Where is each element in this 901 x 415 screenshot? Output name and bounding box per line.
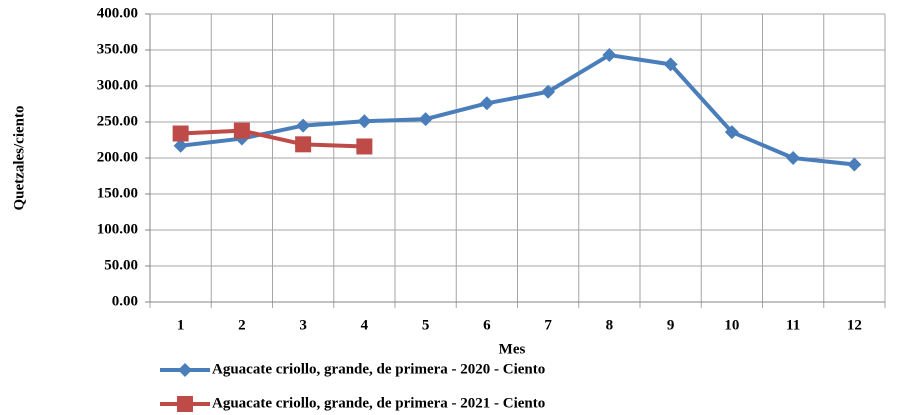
x-tick-label: 9	[667, 317, 675, 333]
legend-marker	[178, 363, 192, 377]
y-tick-label: 300.00	[97, 77, 138, 93]
y-tick-label: 150.00	[97, 185, 138, 201]
y-tick-label: 0.00	[112, 293, 138, 309]
legend-label: Aguacate criollo, grande, de primera - 2…	[212, 395, 545, 411]
marker	[479, 96, 494, 111]
x-axis-title: Mes	[499, 341, 526, 357]
marker	[296, 118, 311, 133]
marker	[602, 48, 617, 63]
x-tick-label: 5	[422, 317, 430, 333]
x-tick-label: 3	[299, 317, 307, 333]
x-tick-label: 6	[483, 317, 491, 333]
x-tick-label: 2	[238, 317, 246, 333]
x-tick-label: 1	[177, 317, 185, 333]
x-tick-label: 4	[361, 317, 369, 333]
y-tick-label: 250.00	[97, 113, 138, 129]
marker	[724, 125, 739, 140]
y-tick-label: 350.00	[97, 41, 138, 57]
marker	[847, 157, 862, 172]
marker	[786, 151, 801, 165]
marker	[295, 136, 312, 153]
x-tick-label: 8	[606, 317, 614, 333]
y-tick-label: 50.00	[104, 257, 138, 273]
x-tick-label: 7	[544, 317, 552, 333]
y-tick-label: 200.00	[97, 149, 138, 165]
marker	[357, 114, 372, 129]
marker	[172, 125, 189, 142]
legend-label: Aguacate criollo, grande, de primera - 2…	[212, 361, 545, 377]
x-tick-label: 11	[786, 317, 800, 333]
x-tick-label: 12	[847, 317, 862, 333]
series-line	[180, 53, 855, 167]
legend-marker	[177, 396, 193, 412]
y-tick-label: 100.00	[97, 221, 138, 237]
marker	[233, 122, 250, 139]
marker	[418, 112, 433, 127]
y-axis-title: Quetzales/ciento	[11, 106, 27, 211]
marker	[173, 138, 188, 153]
x-tick-label: 10	[724, 317, 739, 333]
marker	[663, 57, 678, 72]
series-line	[180, 128, 365, 149]
marker	[541, 84, 556, 99]
marker	[356, 138, 373, 155]
y-tick-label: 400.00	[97, 5, 138, 21]
